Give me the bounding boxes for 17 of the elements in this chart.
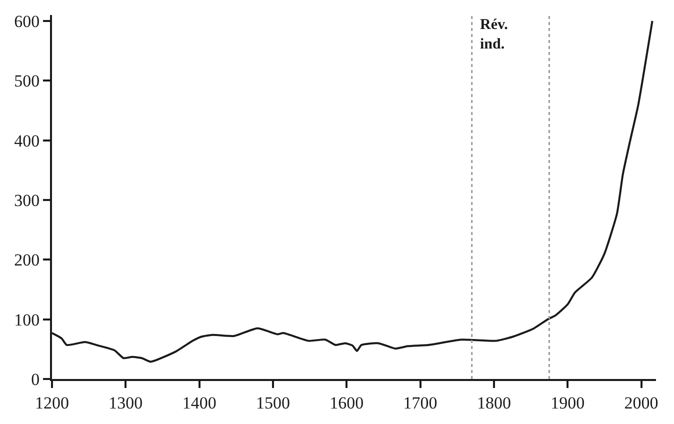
x-tick-label: 1700 bbox=[403, 393, 438, 412]
y-tick-label: 200 bbox=[14, 250, 40, 270]
y-tick-label: 0 bbox=[31, 370, 40, 389]
x-tick-label: 1900 bbox=[550, 393, 585, 412]
ref-line-label: Rév. ind. bbox=[480, 17, 508, 52]
y-tick-label: 400 bbox=[14, 131, 40, 150]
x-tick-label: 2000 bbox=[624, 393, 658, 412]
y-tick-label: 500 bbox=[14, 72, 40, 91]
x-tick-label: 1800 bbox=[476, 393, 511, 412]
x-tick-label: 1500 bbox=[256, 393, 290, 412]
y-tick-label: 600 bbox=[14, 12, 40, 31]
x-tick-label: 1400 bbox=[182, 393, 216, 412]
x-tick-label: 1200 bbox=[35, 393, 69, 412]
y-tick-label: 300 bbox=[14, 190, 40, 210]
y-tick-label: 100 bbox=[14, 310, 40, 330]
x-tick-label: 1600 bbox=[330, 393, 364, 412]
x-tick-label: 1300 bbox=[108, 393, 143, 412]
